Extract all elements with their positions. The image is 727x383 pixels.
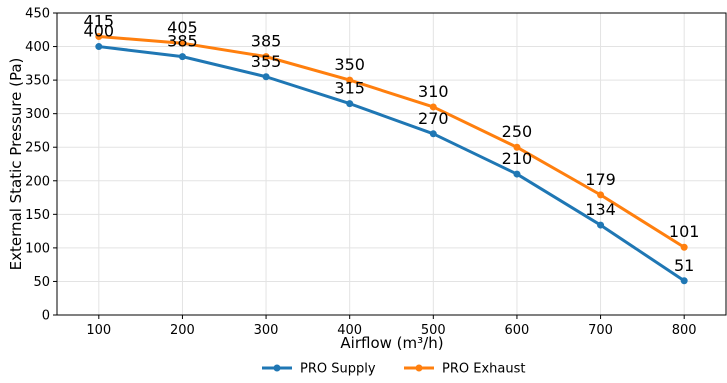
y-tick-label: 0: [42, 309, 50, 324]
data-label: 310: [418, 82, 449, 101]
legend-label: PRO Exhaust: [442, 362, 525, 377]
y-tick-label: 300: [25, 107, 50, 122]
y-tick-label: 100: [25, 241, 50, 256]
x-tick-label: 500: [421, 323, 446, 338]
data-point: [429, 130, 437, 138]
data-label: 400: [84, 22, 115, 41]
legend-item: PRO Supply: [262, 362, 376, 377]
data-label: 134: [585, 200, 616, 219]
plot-frame: [56, 12, 727, 316]
data-point: [346, 100, 354, 108]
data-label: 250: [502, 122, 533, 141]
data-point: [95, 43, 103, 51]
legend-item: PRO Exhaust: [404, 362, 525, 377]
y-tick-label: 50: [33, 275, 50, 290]
data-label: 415: [84, 11, 115, 30]
y-tick-label: 450: [25, 7, 50, 22]
data-label: 210: [502, 149, 533, 168]
data-point: [178, 39, 186, 47]
x-axis-title: Airflow (m³/h): [340, 334, 443, 352]
series-layer: [95, 32, 688, 285]
data-point: [429, 103, 437, 111]
y-tick-label: 200: [25, 174, 50, 189]
data-label: 385: [167, 32, 198, 51]
legend: PRO Supply PRO Exhaust: [262, 362, 525, 377]
data-point: [178, 53, 186, 61]
x-tick-label: 400: [337, 323, 362, 338]
legend-swatch-marker: [415, 364, 423, 372]
x-tick-label: 100: [86, 323, 111, 338]
data-label: 405: [167, 18, 198, 37]
series-line-1: [97, 34, 686, 249]
data-point: [680, 243, 688, 251]
grid-layer: [57, 12, 726, 316]
data-point: [597, 221, 605, 229]
x-tick-label: 800: [672, 323, 697, 338]
data-point: [597, 191, 605, 199]
legend-label: PRO Supply: [300, 362, 376, 377]
data-point: [513, 170, 521, 178]
data-label: 385: [251, 32, 282, 51]
data-label: 355: [251, 52, 282, 71]
x-tick-label: 300: [254, 323, 279, 338]
y-tick-label: 350: [25, 74, 50, 89]
data-label: 315: [334, 79, 365, 98]
series-line-0: [97, 45, 686, 283]
data-point: [346, 76, 354, 84]
data-point: [262, 53, 270, 61]
data-point: [513, 143, 521, 151]
data-label: 350: [334, 55, 365, 74]
x-tick-label: 600: [505, 323, 530, 338]
y-tick-label: 400: [25, 40, 50, 55]
x-tick-label: 700: [588, 323, 613, 338]
data-point: [680, 277, 688, 285]
data-point: [95, 32, 103, 40]
axis-title-layer: Airflow (m³/h) External Static Pressure …: [7, 58, 444, 352]
x-tick-label: 200: [170, 323, 195, 338]
data-label: 270: [418, 109, 449, 128]
data-label: 179: [585, 170, 616, 189]
data-label: 51: [674, 256, 694, 275]
y-axis-title: External Static Pressure (Pa): [7, 58, 25, 271]
y-tick-label: 250: [25, 141, 50, 156]
data-point: [262, 73, 270, 81]
legend-swatch-marker: [273, 364, 281, 372]
y-tick-label: 150: [25, 208, 50, 223]
data-label: 101: [669, 222, 700, 241]
axis-layer: 100 200 300 400 500 600 700 800 0 50 100 150 200 250 3…: [25, 7, 727, 338]
